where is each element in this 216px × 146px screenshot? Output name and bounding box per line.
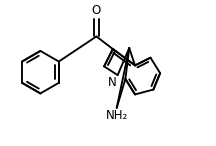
Text: N: N [108,76,117,89]
Text: O: O [92,4,101,17]
Text: NH₂: NH₂ [106,109,128,122]
